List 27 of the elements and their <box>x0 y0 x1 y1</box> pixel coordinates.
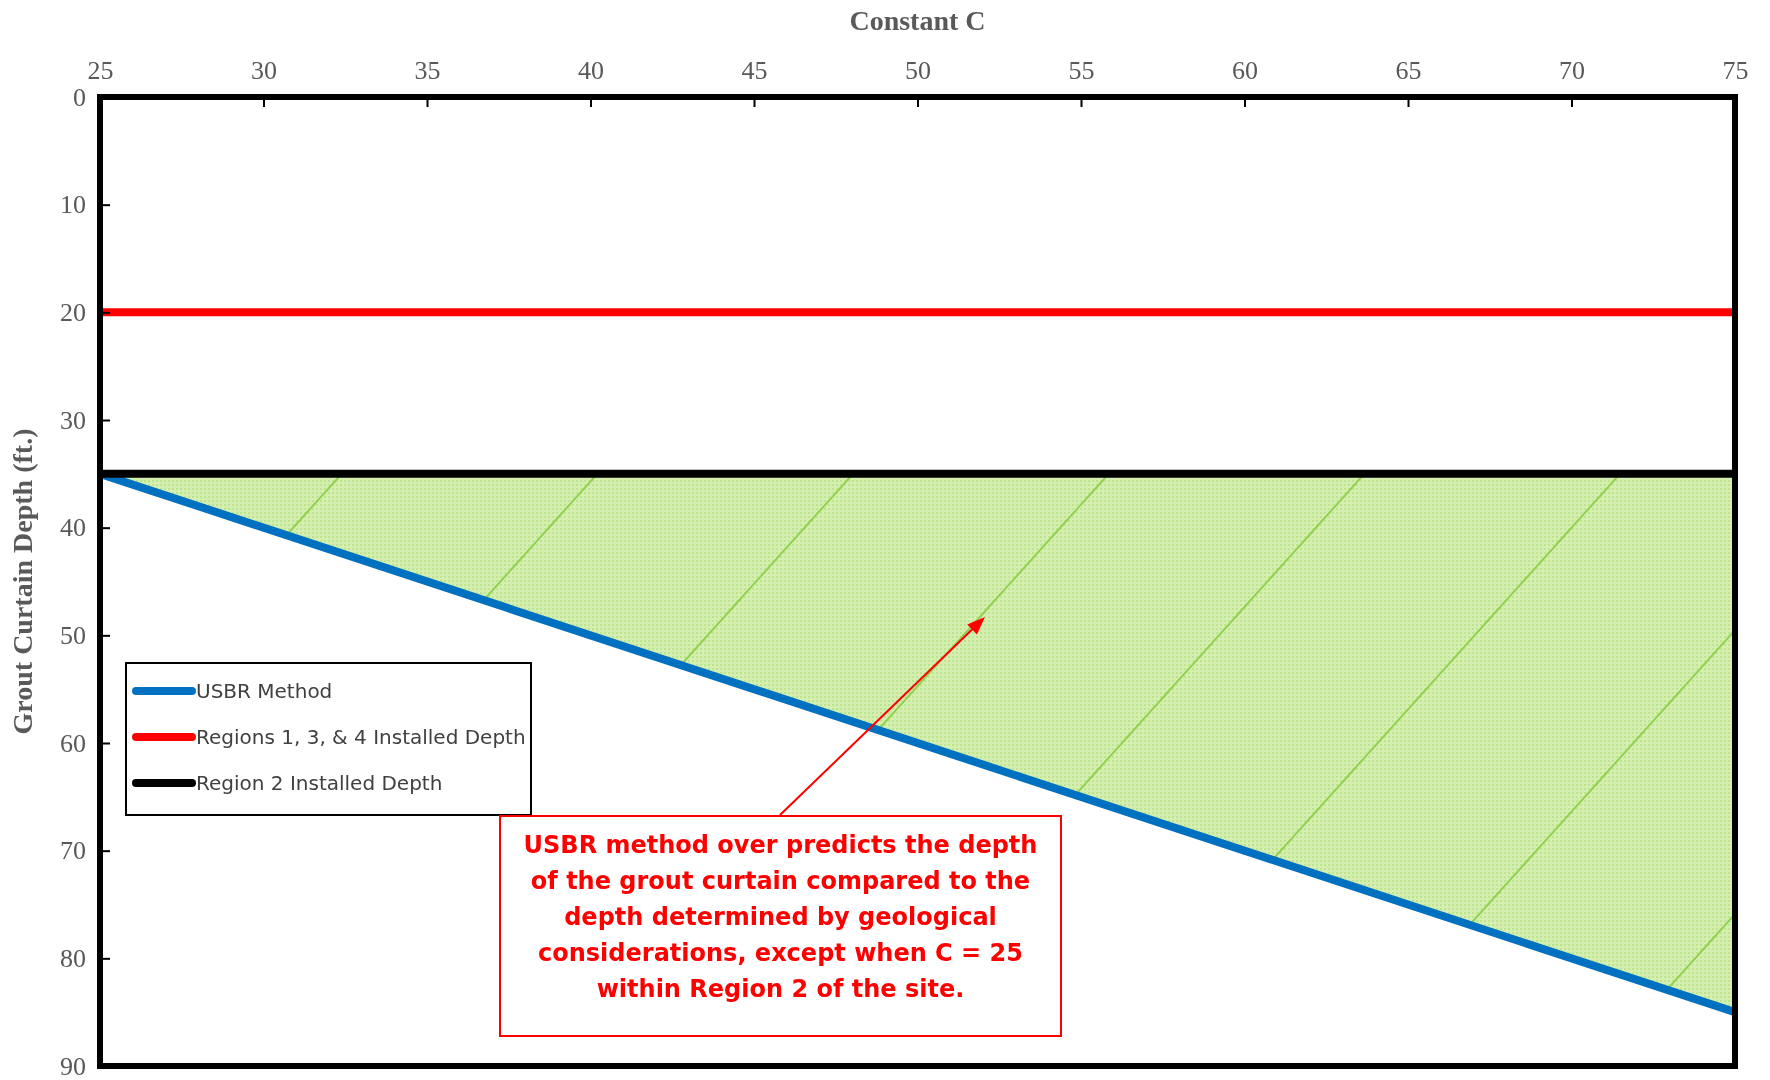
x-tick-label: 40 <box>578 56 604 85</box>
x-axis-title: Constant C <box>849 5 986 36</box>
x-tick-label: 65 <box>1395 56 1422 85</box>
x-tick-label: 55 <box>1068 56 1095 85</box>
legend-label: USBR Method <box>196 679 333 703</box>
x-tick-label: 60 <box>1232 56 1258 85</box>
y-tick-label: 80 <box>60 944 86 974</box>
y-axis-title: Grout Curtain Depth (ft.) <box>7 428 38 735</box>
x-tick-label: 30 <box>251 56 277 85</box>
x-tick-label: 70 <box>1559 56 1585 85</box>
legend-label: Region 2 Installed Depth <box>196 771 443 795</box>
x-tick-label: 45 <box>741 56 768 85</box>
y-tick-label: 70 <box>60 836 86 866</box>
y-tick-label: 40 <box>60 513 86 543</box>
y-tick-label: 30 <box>60 405 86 435</box>
x-tick-label: 35 <box>414 56 441 85</box>
y-tick-label: 10 <box>60 190 86 220</box>
y-tick-label: 0 <box>73 82 86 112</box>
x-tick-label: 75 <box>1722 56 1749 85</box>
annotation: USBR method over predicts the depth of the grout curtain compared to the depth determined by geological considerations, except when C = 25 within Region 2 of the site. <box>499 815 1062 1037</box>
x-tick-label: 50 <box>905 56 931 85</box>
legend-label: Regions 1, 3, & 4 Installed Depth <box>196 725 526 749</box>
y-tick-label: 50 <box>60 621 86 651</box>
x-tick-label: 25 <box>87 56 114 85</box>
y-tick-label: 90 <box>60 1051 86 1080</box>
y-tick-label: 20 <box>60 298 86 328</box>
y-tick-label: 60 <box>60 728 86 758</box>
